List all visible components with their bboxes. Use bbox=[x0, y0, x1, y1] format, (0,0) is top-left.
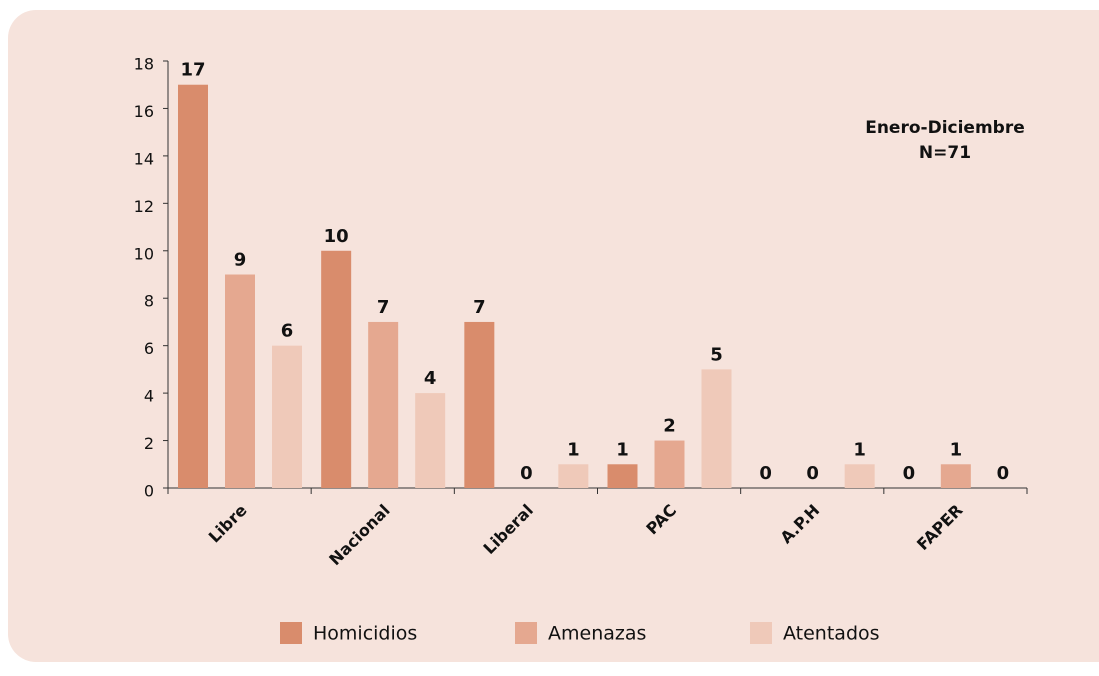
y-tick-label: 2 bbox=[144, 434, 154, 453]
bar bbox=[415, 393, 446, 488]
y-tick-label: 16 bbox=[134, 102, 154, 121]
value-label: 7 bbox=[473, 297, 486, 318]
legend-label: Atentados bbox=[783, 623, 880, 645]
value-label: 1 bbox=[567, 439, 580, 460]
y-tick-label: 14 bbox=[134, 149, 154, 168]
value-label: 7 bbox=[377, 297, 390, 318]
value-label: 4 bbox=[424, 368, 437, 389]
value-label: 0 bbox=[759, 463, 772, 484]
value-label: 1 bbox=[950, 439, 963, 460]
legend-swatch bbox=[750, 622, 772, 644]
value-label: 5 bbox=[710, 344, 723, 365]
annotation: N=71 bbox=[919, 143, 971, 163]
value-label: 6 bbox=[281, 321, 294, 342]
y-tick-label: 8 bbox=[144, 292, 154, 311]
y-tick-label: 10 bbox=[134, 244, 154, 263]
legend-swatch bbox=[515, 622, 537, 644]
legend-label: Homicidios bbox=[313, 623, 417, 645]
legend-swatch bbox=[280, 622, 302, 644]
value-label: 9 bbox=[234, 250, 247, 271]
bar bbox=[225, 274, 255, 488]
bar bbox=[464, 321, 495, 488]
value-label: 0 bbox=[997, 463, 1010, 484]
value-label: 2 bbox=[663, 416, 676, 437]
bar bbox=[607, 464, 638, 488]
bar bbox=[701, 369, 732, 488]
value-label: 1 bbox=[616, 439, 629, 460]
bar bbox=[321, 250, 352, 488]
y-tick-label: 6 bbox=[144, 339, 154, 358]
value-label: 1 bbox=[853, 439, 866, 460]
bar bbox=[844, 464, 875, 488]
bar bbox=[558, 464, 589, 488]
value-label: 0 bbox=[806, 463, 819, 484]
value-label: 17 bbox=[180, 60, 205, 81]
value-label: 10 bbox=[324, 226, 349, 247]
bar bbox=[272, 345, 302, 488]
y-tick-label: 4 bbox=[144, 387, 154, 406]
value-label: 0 bbox=[903, 463, 916, 484]
value-label: 0 bbox=[520, 463, 533, 484]
annotation: Enero-Diciembre bbox=[865, 118, 1025, 138]
bar bbox=[940, 464, 971, 488]
y-tick-label: 18 bbox=[134, 55, 154, 74]
bar bbox=[654, 440, 685, 488]
bar bbox=[178, 84, 208, 488]
y-tick-label: 12 bbox=[134, 197, 154, 216]
bar bbox=[368, 321, 399, 488]
legend-label: Amenazas bbox=[548, 623, 646, 645]
y-tick-label: 0 bbox=[144, 482, 154, 501]
panel bbox=[8, 10, 1099, 662]
